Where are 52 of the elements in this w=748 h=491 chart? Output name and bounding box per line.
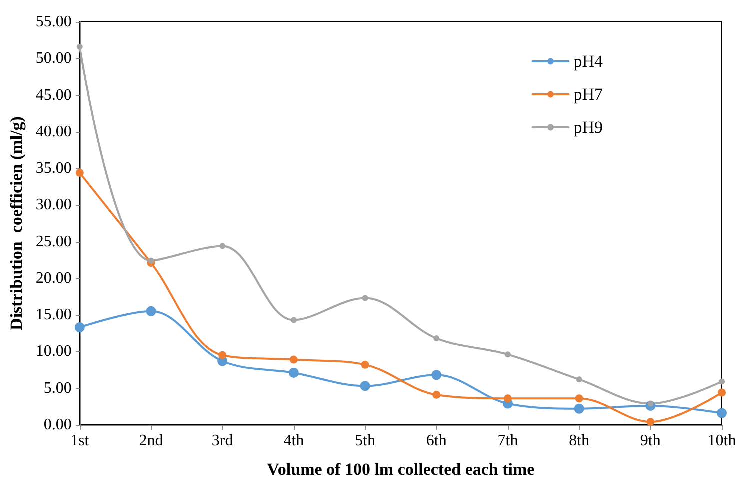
point: [432, 390, 441, 399]
y-tick-label: 40.00: [36, 123, 72, 140]
point: [575, 394, 584, 403]
x-tick-label: 2nd: [139, 432, 164, 450]
y-tick-label: 20.00: [36, 270, 72, 287]
x-tick-label: 7th: [498, 432, 518, 450]
y-tick-label: 5.00: [44, 380, 72, 397]
point: [360, 381, 370, 392]
x-tick-label: 8th: [569, 432, 590, 450]
point: [76, 168, 84, 177]
legend-label: pH4: [574, 52, 604, 71]
legend-label: pH9: [574, 118, 604, 137]
x-tick-label: 1st: [70, 432, 90, 450]
point: [646, 418, 655, 426]
point: [504, 394, 512, 403]
point: [146, 306, 156, 316]
x-tick-label: 9th: [640, 432, 661, 450]
x-tick-label: 6th: [426, 432, 447, 450]
point: [220, 243, 226, 250]
legend-label: pH7: [574, 85, 604, 104]
y-tick-label: 0.00: [44, 416, 72, 434]
point: [361, 360, 370, 369]
point: [74, 322, 85, 333]
y-tick-label: 10.00: [36, 343, 72, 360]
point: [576, 376, 582, 383]
point: [719, 378, 725, 385]
point: [76, 44, 83, 50]
point: [504, 352, 511, 358]
x-tick-label: 10th: [708, 432, 736, 450]
x-tick-label: 5th: [355, 432, 376, 450]
point: [362, 295, 368, 302]
y-tick-label: 55.00: [36, 14, 72, 30]
point: [434, 336, 440, 342]
point: [218, 351, 227, 360]
x-axis-title: Volume of 100 lm collected each time: [267, 460, 536, 479]
point: [290, 317, 297, 324]
point: [290, 356, 298, 364]
y-tick-label: 30.00: [36, 196, 72, 214]
point: [288, 368, 299, 378]
y-axis-title: Distribution coefficien (ml/g): [7, 116, 26, 330]
point: [717, 408, 727, 418]
point: [574, 404, 584, 414]
x-tick-label: 3rd: [212, 432, 234, 450]
y-tick-label: 35.00: [36, 160, 72, 178]
point: [148, 258, 154, 264]
x-tick-label: 4th: [284, 432, 304, 450]
y-tick-label: 45.00: [36, 86, 72, 104]
y-tick-label: 15.00: [36, 306, 72, 324]
y-tick-label: 25.00: [36, 233, 72, 250]
point: [432, 370, 442, 380]
y-tick-label: 50.00: [36, 50, 72, 68]
point: [718, 388, 726, 397]
